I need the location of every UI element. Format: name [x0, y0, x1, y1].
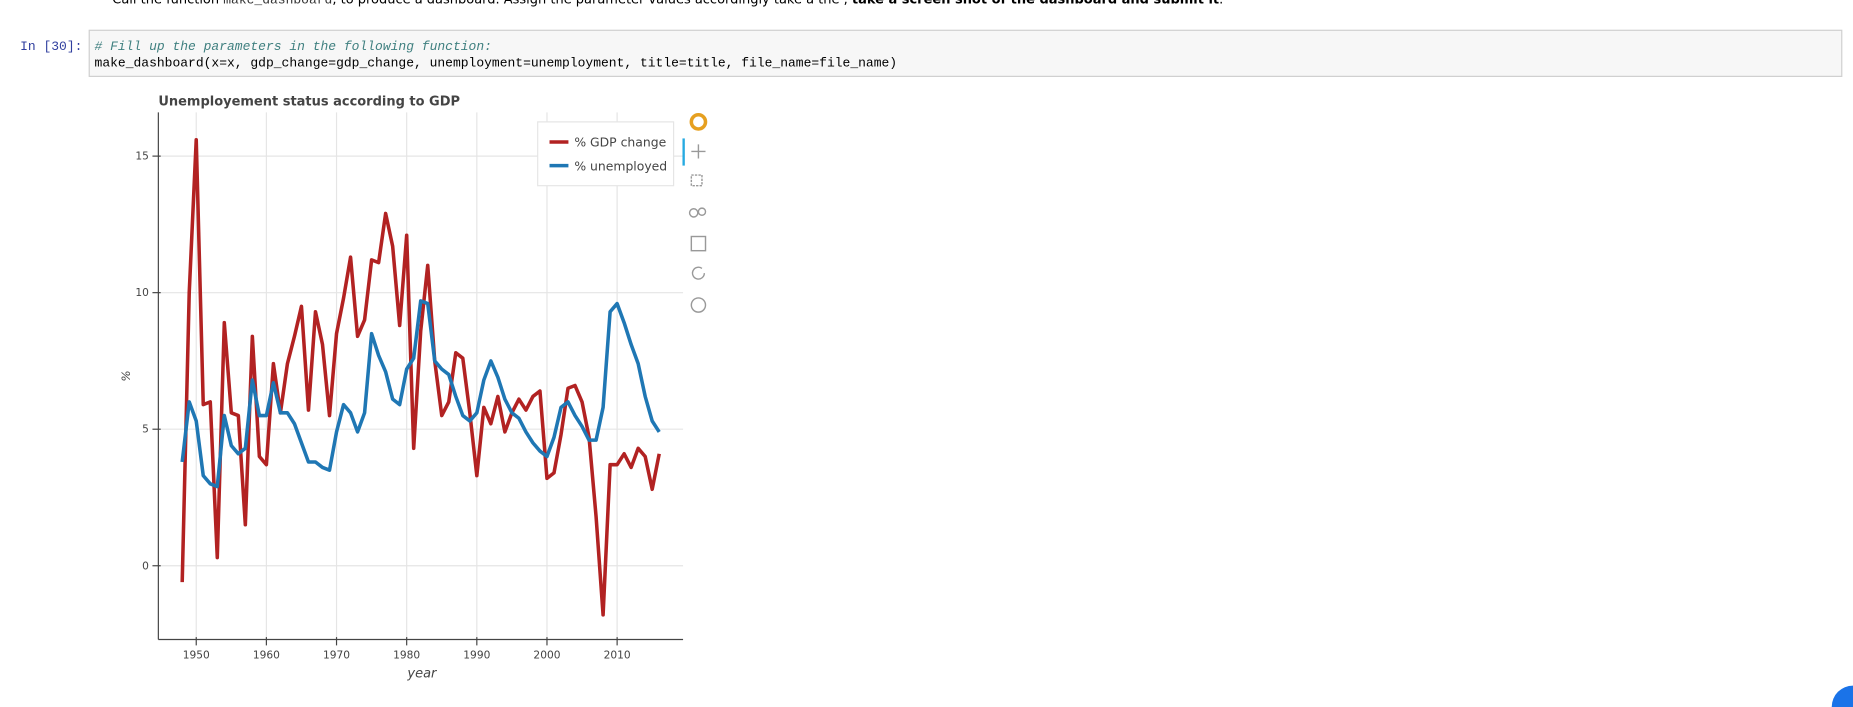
intro-bold: take a screen shot of the dashboard and …	[852, 0, 1219, 8]
chart-title: Unemployement status according to GDP	[158, 94, 460, 109]
save-tool[interactable]	[690, 235, 707, 252]
series-line	[180, 137, 661, 617]
intro-code: make_dashboard	[223, 0, 332, 8]
code-comment: # Fill up the parameters in the followin…	[95, 39, 492, 54]
box-zoom-tool[interactable]	[690, 174, 703, 187]
intro-part: , to produce a dashboard. Assign the par…	[332, 0, 847, 8]
x-tick-label: 1970	[323, 648, 350, 661]
y-axis-label: %	[119, 370, 133, 381]
x-tick-label: 2000	[533, 648, 560, 661]
y-tick-label: 0	[142, 559, 149, 572]
legend-label: % GDP change	[574, 135, 666, 150]
plot: 0 5 10 15 1950 1960 1970 1980 1990 2000 2010 % GDP …	[135, 112, 684, 661]
cell-prompt: In [30]:	[20, 39, 82, 54]
bokeh-logo[interactable]	[689, 113, 708, 131]
intro-part: .	[1219, 0, 1223, 8]
intro-part: Call the function	[112, 0, 219, 8]
wheel-zoom-tool-2[interactable]	[697, 207, 707, 216]
legend-box	[537, 121, 675, 187]
x-tick-label: 1980	[393, 648, 420, 661]
reset-tool[interactable]	[691, 266, 706, 280]
toolbar	[682, 113, 708, 313]
x-tick-label: 1960	[253, 648, 280, 661]
help-tool[interactable]	[690, 297, 707, 313]
x-tick-label: 1950	[183, 648, 210, 661]
code-line: make_dashboard(x=x, gdp_change=gdp_chang…	[95, 55, 898, 70]
series-line	[180, 299, 661, 489]
legend-label: % unemployed	[574, 158, 667, 173]
x-tick-label: 2010	[604, 648, 631, 661]
floating-button[interactable]	[1831, 685, 1853, 707]
y-tick-label: 5	[142, 423, 149, 436]
x-axis-label: year	[406, 666, 438, 681]
code-cell[interactable]	[88, 29, 1843, 77]
y-tick-label: 10	[135, 286, 149, 299]
y-tick-label: 15	[135, 150, 149, 163]
pan-tool[interactable]	[691, 144, 706, 159]
wheel-zoom-tool[interactable]	[688, 208, 699, 218]
x-tick-label: 1990	[463, 648, 490, 661]
intro-text: Call the function make_dashboard, to pro…	[112, 0, 1223, 8]
